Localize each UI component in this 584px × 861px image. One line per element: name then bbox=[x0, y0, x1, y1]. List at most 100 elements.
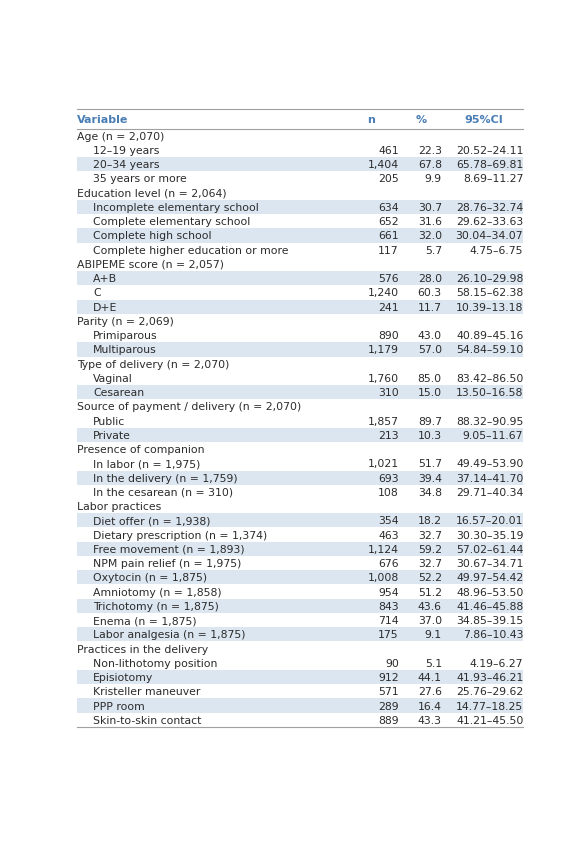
Text: Cesarean: Cesarean bbox=[93, 387, 144, 398]
Bar bbox=[77, 286, 523, 300]
Text: Parity (n = 2,069): Parity (n = 2,069) bbox=[77, 317, 174, 326]
Text: 37.0: 37.0 bbox=[418, 616, 442, 625]
Text: 48.96–53.50: 48.96–53.50 bbox=[456, 587, 523, 597]
Text: 1,760: 1,760 bbox=[368, 374, 399, 383]
Text: 51.7: 51.7 bbox=[418, 459, 442, 469]
Bar bbox=[77, 414, 523, 428]
Bar bbox=[77, 314, 523, 329]
Text: 26.10–29.98: 26.10–29.98 bbox=[456, 274, 523, 284]
Text: Private: Private bbox=[93, 430, 131, 440]
Text: Education level (n = 2,064): Education level (n = 2,064) bbox=[77, 189, 227, 199]
Bar bbox=[77, 186, 523, 201]
Text: 32.7: 32.7 bbox=[418, 530, 442, 540]
Text: 41.46–45.88: 41.46–45.88 bbox=[456, 601, 523, 611]
Text: Dietary prescription (n = 1,374): Dietary prescription (n = 1,374) bbox=[93, 530, 267, 540]
Text: 90: 90 bbox=[385, 658, 399, 668]
Text: 27.6: 27.6 bbox=[418, 686, 442, 697]
Bar bbox=[77, 698, 523, 713]
Text: 693: 693 bbox=[378, 473, 399, 483]
Bar bbox=[77, 528, 523, 542]
Bar bbox=[77, 443, 523, 456]
Bar bbox=[77, 129, 523, 144]
Text: 14.77–18.25: 14.77–18.25 bbox=[456, 701, 523, 710]
Bar bbox=[77, 514, 523, 528]
Text: 1,404: 1,404 bbox=[368, 160, 399, 170]
Bar bbox=[77, 215, 523, 229]
Bar bbox=[77, 670, 523, 684]
Text: 714: 714 bbox=[378, 616, 399, 625]
Bar bbox=[77, 613, 523, 628]
Text: 44.1: 44.1 bbox=[418, 672, 442, 682]
Text: Complete higher education or more: Complete higher education or more bbox=[93, 245, 289, 256]
Text: Oxytocin (n = 1,875): Oxytocin (n = 1,875) bbox=[93, 573, 207, 583]
Text: 843: 843 bbox=[378, 601, 399, 611]
Bar bbox=[77, 272, 523, 286]
Text: 88.32–90.95: 88.32–90.95 bbox=[456, 416, 523, 426]
Text: 65.78–69.81: 65.78–69.81 bbox=[456, 160, 523, 170]
Text: Multiparous: Multiparous bbox=[93, 345, 157, 355]
Text: 1,124: 1,124 bbox=[368, 544, 399, 554]
Text: 34.8: 34.8 bbox=[418, 487, 442, 498]
Text: Labor practices: Labor practices bbox=[77, 501, 161, 511]
Bar bbox=[77, 571, 523, 585]
Text: 95%CI: 95%CI bbox=[464, 115, 503, 125]
Text: 32.0: 32.0 bbox=[418, 232, 442, 241]
Bar bbox=[77, 542, 523, 556]
Bar bbox=[77, 386, 523, 400]
Text: 5.7: 5.7 bbox=[425, 245, 442, 256]
Text: n: n bbox=[367, 115, 374, 125]
Text: NPM pain relief (n = 1,975): NPM pain relief (n = 1,975) bbox=[93, 559, 242, 568]
Text: 85.0: 85.0 bbox=[418, 374, 442, 383]
Text: 11.7: 11.7 bbox=[418, 302, 442, 313]
Text: 43.6: 43.6 bbox=[418, 601, 442, 611]
Bar bbox=[77, 599, 523, 613]
Text: 13.50–16.58: 13.50–16.58 bbox=[456, 387, 523, 398]
Text: 310: 310 bbox=[378, 387, 399, 398]
Text: 1,021: 1,021 bbox=[368, 459, 399, 469]
Text: Trichotomy (n = 1,875): Trichotomy (n = 1,875) bbox=[93, 601, 219, 611]
Text: 4.19–6.27: 4.19–6.27 bbox=[470, 658, 523, 668]
Text: 213: 213 bbox=[378, 430, 399, 440]
Text: 1,857: 1,857 bbox=[368, 416, 399, 426]
Text: 1,240: 1,240 bbox=[368, 288, 399, 298]
Text: 15.0: 15.0 bbox=[418, 387, 442, 398]
Text: Primiparous: Primiparous bbox=[93, 331, 158, 341]
Text: 32.7: 32.7 bbox=[418, 559, 442, 568]
Bar bbox=[77, 201, 523, 215]
Bar bbox=[77, 172, 523, 186]
Text: 58.15–62.38: 58.15–62.38 bbox=[456, 288, 523, 298]
Text: Non-lithotomy position: Non-lithotomy position bbox=[93, 658, 218, 668]
Text: 29.62–33.63: 29.62–33.63 bbox=[456, 217, 523, 227]
Bar bbox=[77, 641, 523, 656]
Text: 1,179: 1,179 bbox=[368, 345, 399, 355]
Text: 652: 652 bbox=[378, 217, 399, 227]
Text: 29.71–40.34: 29.71–40.34 bbox=[456, 487, 523, 498]
Text: Age (n = 2,070): Age (n = 2,070) bbox=[77, 132, 165, 141]
Text: 20–34 years: 20–34 years bbox=[93, 160, 160, 170]
Text: 40.89–45.16: 40.89–45.16 bbox=[456, 331, 523, 341]
Text: Skin-to-skin contact: Skin-to-skin contact bbox=[93, 715, 201, 725]
Text: Public: Public bbox=[93, 416, 126, 426]
Text: 49.49–53.90: 49.49–53.90 bbox=[456, 459, 523, 469]
Text: Vaginal: Vaginal bbox=[93, 374, 133, 383]
Text: 9.05–11.67: 9.05–11.67 bbox=[463, 430, 523, 440]
Text: 43.0: 43.0 bbox=[418, 331, 442, 341]
Text: 67.8: 67.8 bbox=[418, 160, 442, 170]
Text: 31.6: 31.6 bbox=[418, 217, 442, 227]
Text: 576: 576 bbox=[378, 274, 399, 284]
Text: In the delivery (n = 1,759): In the delivery (n = 1,759) bbox=[93, 473, 238, 483]
Text: 461: 461 bbox=[378, 146, 399, 156]
Text: %: % bbox=[416, 115, 427, 125]
Text: 30.7: 30.7 bbox=[418, 202, 442, 213]
Text: 890: 890 bbox=[378, 331, 399, 341]
Text: 57.0: 57.0 bbox=[418, 345, 442, 355]
Text: 571: 571 bbox=[378, 686, 399, 697]
Text: 28.0: 28.0 bbox=[418, 274, 442, 284]
Text: Presence of companion: Presence of companion bbox=[77, 444, 204, 455]
Text: 34.85–39.15: 34.85–39.15 bbox=[456, 616, 523, 625]
Bar bbox=[77, 109, 523, 129]
Bar bbox=[77, 499, 523, 514]
Text: 54.84–59.10: 54.84–59.10 bbox=[456, 345, 523, 355]
Text: 463: 463 bbox=[378, 530, 399, 540]
Bar bbox=[77, 400, 523, 414]
